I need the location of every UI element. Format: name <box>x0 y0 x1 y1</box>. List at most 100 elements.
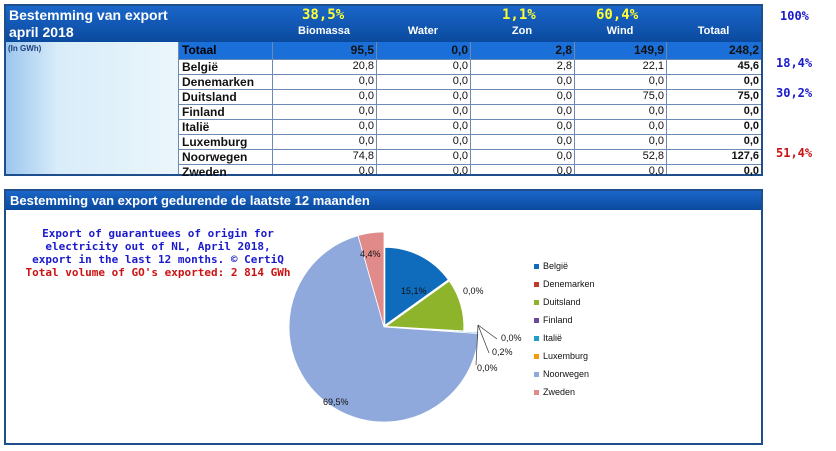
grid-hline <box>178 74 761 75</box>
grid-hline <box>178 104 761 105</box>
table-cell: 0,0 <box>452 150 468 162</box>
chart-note: Export of guarantuees of origin for elec… <box>18 227 298 279</box>
pie-label-luxemburg: 0,0% <box>477 363 498 373</box>
total-row-label: Totaal <box>182 43 217 57</box>
legend-label: Finland <box>543 315 573 325</box>
table-cell: 75,0 <box>737 90 759 102</box>
chart-note-line1: Export of guarantuees of origin for <box>42 227 274 240</box>
chart-note-line3: export in the last 12 months. © CertiQ <box>32 253 284 266</box>
table-title-line2: april 2018 <box>9 24 74 40</box>
grid-vline <box>666 42 667 174</box>
chart-title: Bestemming van export gedurende de laats… <box>6 191 761 210</box>
table-cell: 0,0 <box>556 120 572 132</box>
table-cell: 0,0 <box>556 165 572 177</box>
legend-item-luxemburg: Luxemburg <box>534 351 588 361</box>
legend-item-denemarken: Denemarken <box>534 279 595 289</box>
table-cell: 0,0 <box>358 75 374 87</box>
table-cell: 0,0 <box>648 165 664 177</box>
legend-item-italië: Italië <box>534 333 562 343</box>
table-cell: 0,0 <box>358 90 374 102</box>
legend-item-noorwegen: Noorwegen <box>534 369 589 379</box>
total-cell: 248,2 <box>728 43 759 57</box>
table-cell: 0,0 <box>648 75 664 87</box>
grid-hline <box>178 164 761 165</box>
table-cell: 0,0 <box>452 120 468 132</box>
legend-label: Duitsland <box>543 297 581 307</box>
grid-vline <box>272 42 273 174</box>
pie-leader-line <box>477 324 498 340</box>
row-label: Italië <box>182 120 210 134</box>
legend-swatch <box>534 264 539 270</box>
chart-panel: Bestemming van export gedurende de laats… <box>4 189 763 445</box>
legend-label: Noorwegen <box>543 369 590 379</box>
table-cell: 0,0 <box>648 135 664 147</box>
legend-swatch <box>534 372 539 378</box>
table-cell: 20,8 <box>352 60 374 72</box>
pie-slice-duitsland <box>384 280 465 332</box>
table-cell: 0,0 <box>452 60 468 72</box>
table-panel: Bestemming van export april 2018 38,5% 1… <box>4 4 763 179</box>
table-cell: 0,0 <box>556 75 572 87</box>
table-cell: 0,0 <box>556 90 572 102</box>
column-header-wind: Wind <box>606 25 634 37</box>
side-pct-noorwegen: 51,4% <box>776 146 813 160</box>
row-label: Luxemburg <box>182 135 248 149</box>
legend-swatch <box>534 354 539 360</box>
unit-label: (In GWh) <box>8 44 42 53</box>
table-cell: 0,0 <box>452 90 468 102</box>
legend-label: Denemarken <box>543 279 595 289</box>
total-cell: 0,0 <box>451 43 468 57</box>
table-cell: 0,0 <box>452 105 468 117</box>
total-cell: 95,5 <box>350 43 374 57</box>
legend-label: Luxemburg <box>543 351 589 361</box>
legend-item-belgië: België <box>534 261 568 271</box>
pie-label-denemarken: 0,0% <box>463 286 484 296</box>
pie-label-zweden: 4,4% <box>360 249 381 259</box>
grid-vline <box>574 42 575 174</box>
row-label: Finland <box>182 105 225 119</box>
legend-item-duitsland: Duitsland <box>534 297 581 307</box>
pie-label-noorwegen: 69,5% <box>323 397 349 407</box>
pie-slice-belgië <box>384 246 449 326</box>
pie-chart: 15,1%0,0%10,8%0,0%0,2%0,0%69,5%4,4% <box>288 231 522 423</box>
legend-item-zweden: Zweden <box>534 387 575 397</box>
chart-note-line2: electricity out of NL, April 2018, <box>45 240 271 253</box>
table-title-line1: Bestemming van export <box>9 7 168 23</box>
row-label: Zweden <box>182 165 227 179</box>
table-cell: 52,8 <box>642 150 664 162</box>
table-cell: 127,6 <box>731 150 759 162</box>
table-cell: 0,0 <box>743 165 759 177</box>
legend-label: België <box>543 261 569 271</box>
pct-wind: 60,4% <box>596 7 639 23</box>
row-label-band <box>6 42 178 174</box>
side-pct-total: 100% <box>780 9 809 23</box>
grid-hline <box>178 149 761 150</box>
table-cell: 45,6 <box>737 60 759 72</box>
side-pct-duitsland: 30,2% <box>776 86 813 100</box>
column-header-biomassa: Biomassa <box>298 25 350 37</box>
table-cell: 0,0 <box>358 120 374 132</box>
table-cell: 0,0 <box>556 135 572 147</box>
pie-slice-zweden <box>357 231 385 328</box>
table-cell: 2,8 <box>556 60 572 72</box>
legend-swatch <box>534 318 539 324</box>
pie-label-italië: 0,2% <box>492 347 513 357</box>
side-pct-belgie: 18,4% <box>776 56 813 70</box>
grid-vline <box>376 42 377 174</box>
chart-total-line: Total volume of GO's exported: 2 814 GWh <box>25 266 291 279</box>
table-cell: 0,0 <box>743 120 759 132</box>
total-row <box>178 42 761 59</box>
total-cell: 2,8 <box>555 43 572 57</box>
row-label: Denemarken <box>182 75 255 89</box>
pct-zon: 1,1% <box>502 7 536 23</box>
table-cell: 0,0 <box>452 75 468 87</box>
legend-swatch <box>534 390 539 396</box>
table-cell: 0,0 <box>648 120 664 132</box>
legend-swatch <box>534 336 539 342</box>
grid-hline <box>178 134 761 135</box>
grid-hline <box>178 89 761 90</box>
table-cell: 22,1 <box>642 60 664 72</box>
table-cell: 0,0 <box>452 165 468 177</box>
row-label: Duitsland <box>182 90 237 104</box>
column-header-totaal: Totaal <box>697 25 730 37</box>
